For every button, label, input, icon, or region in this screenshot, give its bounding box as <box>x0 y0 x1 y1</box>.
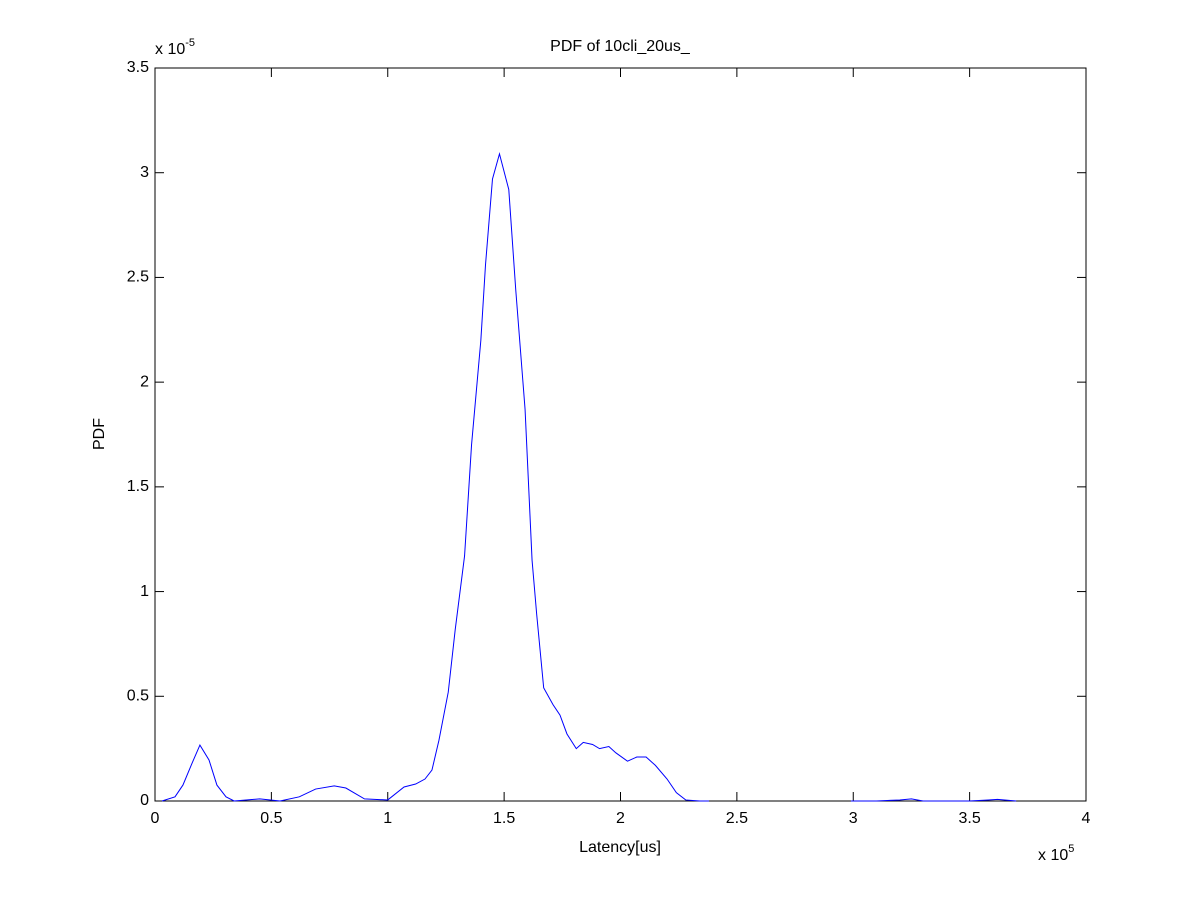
y-tick-label: 1 <box>140 583 149 600</box>
x-tick-label: 0 <box>151 810 160 827</box>
y-tick-label: 0 <box>140 792 149 809</box>
x-tick-label: 1.5 <box>493 810 515 827</box>
x-multiplier-base: x 10 <box>1038 847 1068 864</box>
y-multiplier-exponent: -5 <box>185 37 195 49</box>
x-tick-label: 2.5 <box>726 810 748 827</box>
plot-box <box>154 67 1087 802</box>
y-tick-label: 0.5 <box>127 688 149 705</box>
y-multiplier: x 10-5 <box>155 37 195 58</box>
x-tick-label: 3.5 <box>959 810 981 827</box>
y-tick-label: 2 <box>140 373 149 390</box>
y-tick-label: 3.5 <box>127 59 149 76</box>
y-tick-label: 2.5 <box>127 269 149 286</box>
x-multiplier: x 105 <box>1038 843 1074 864</box>
x-tick-label: 0.5 <box>260 810 282 827</box>
x-tick-label: 1 <box>383 810 392 827</box>
x-multiplier-exponent: 5 <box>1068 843 1074 855</box>
x-tick-label: 4 <box>1082 810 1091 827</box>
x-axis-label: Latency[us] <box>579 839 661 856</box>
y-tick-label: 1.5 <box>127 478 149 495</box>
x-tick-label: 2 <box>616 810 625 827</box>
y-tick-label: 3 <box>140 164 149 181</box>
data-line <box>161 151 1017 802</box>
x-tick-label: 3 <box>849 810 858 827</box>
y-axis-label: PDF <box>91 418 108 450</box>
chart-title: PDF of 10cli_20us_ <box>550 38 691 55</box>
y-multiplier-base: x 10 <box>155 41 185 58</box>
